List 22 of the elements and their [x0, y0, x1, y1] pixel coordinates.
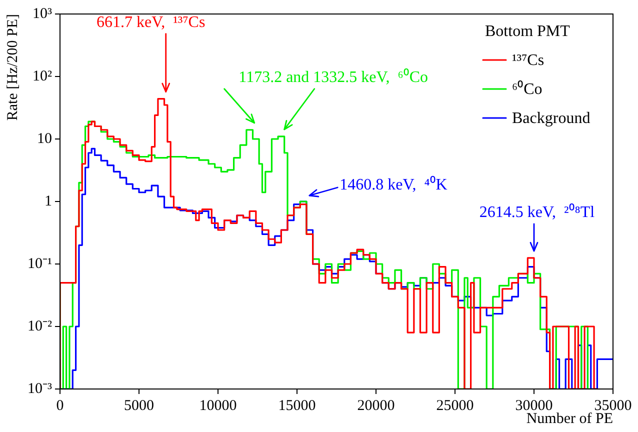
y-tick-label: 10²: [32, 68, 52, 84]
y-tick-label: 10: [37, 130, 52, 147]
x-tick-label: 0: [56, 398, 64, 414]
annotation: 2614.5 keV, ²⁰⁸Tl: [479, 202, 596, 221]
legend-title: Bottom PMT: [485, 23, 570, 40]
y-tick-label: 10⁻³: [28, 380, 52, 397]
x-tick-label: 5000: [124, 398, 154, 414]
legend-label: ¹³⁷Cs: [512, 52, 544, 69]
annotation: 661.7 keV, ¹³⁷Cs: [96, 14, 206, 31]
y-tick-label: 10⁻¹: [28, 256, 52, 272]
y-tick-label: 10³: [32, 6, 52, 22]
y-axis-title: Rate [Hz/200 PE]: [4, 14, 21, 121]
x-tick-label: 10000: [199, 398, 237, 414]
x-tick-label: 20000: [357, 398, 395, 414]
x-tick-label: 15000: [278, 398, 316, 414]
annotation: 1173.2 and 1332.5 keV, ⁶⁰Co: [238, 68, 428, 86]
legend-label: Background: [512, 110, 590, 127]
y-tick-label: 1: [44, 193, 52, 210]
legend-label: ⁶⁰Co: [512, 80, 542, 98]
y-tick-label: 10⁻²: [28, 318, 52, 334]
x-tick-label: 25000: [436, 398, 474, 414]
annotation: 1460.8 keV, ⁴⁰K: [340, 176, 448, 194]
